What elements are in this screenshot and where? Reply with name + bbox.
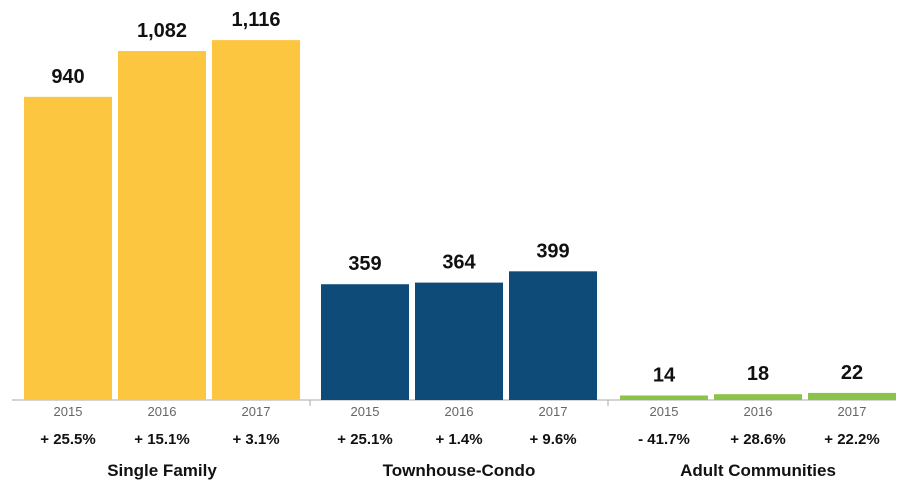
bar[interactable] [714,394,802,400]
bar[interactable] [212,40,300,401]
bar[interactable] [321,284,409,400]
bar[interactable] [415,282,503,400]
group-label: Townhouse-Condo [383,461,536,480]
x-tick-label: 2017 [539,404,568,419]
bar[interactable] [24,96,112,400]
percent-change-label: + 1.4% [435,431,482,448]
bar-value-label: 364 [442,252,476,274]
x-tick-label: 2015 [650,404,679,419]
x-tick-label: 2015 [54,404,83,419]
percent-change-label: + 25.1% [337,431,392,448]
percent-change-label: + 25.5% [40,431,95,448]
percent-change-label: + 28.6% [730,431,785,448]
percent-change-label: - 41.7% [638,431,690,448]
bar-value-label: 14 [653,364,676,386]
x-tick-label: 2016 [744,404,773,419]
group-label: Adult Communities [680,461,836,480]
bar[interactable] [808,392,896,400]
bar-value-label: 359 [348,253,381,275]
x-tick-label: 2016 [148,404,177,419]
x-tick-label: 2017 [838,404,867,419]
x-tick-label: 2017 [242,404,271,419]
bar[interactable] [620,395,708,400]
bar-value-label: 18 [747,363,769,385]
group-label: Single Family [107,461,217,480]
bar-value-label: 1,082 [137,20,187,42]
bar-value-label: 940 [51,66,84,88]
bar-value-label: 22 [841,362,863,384]
percent-change-label: + 3.1% [232,431,279,448]
percent-change-label: + 22.2% [824,431,879,448]
bar[interactable] [509,271,597,400]
x-tick-label: 2015 [351,404,380,419]
percent-change-label: + 15.1% [134,431,189,448]
bar[interactable] [118,51,206,401]
percent-change-label: + 9.6% [529,431,576,448]
bar-value-label: 1,116 [232,9,281,31]
bar-value-label: 399 [536,240,569,262]
x-tick-label: 2016 [445,404,474,419]
